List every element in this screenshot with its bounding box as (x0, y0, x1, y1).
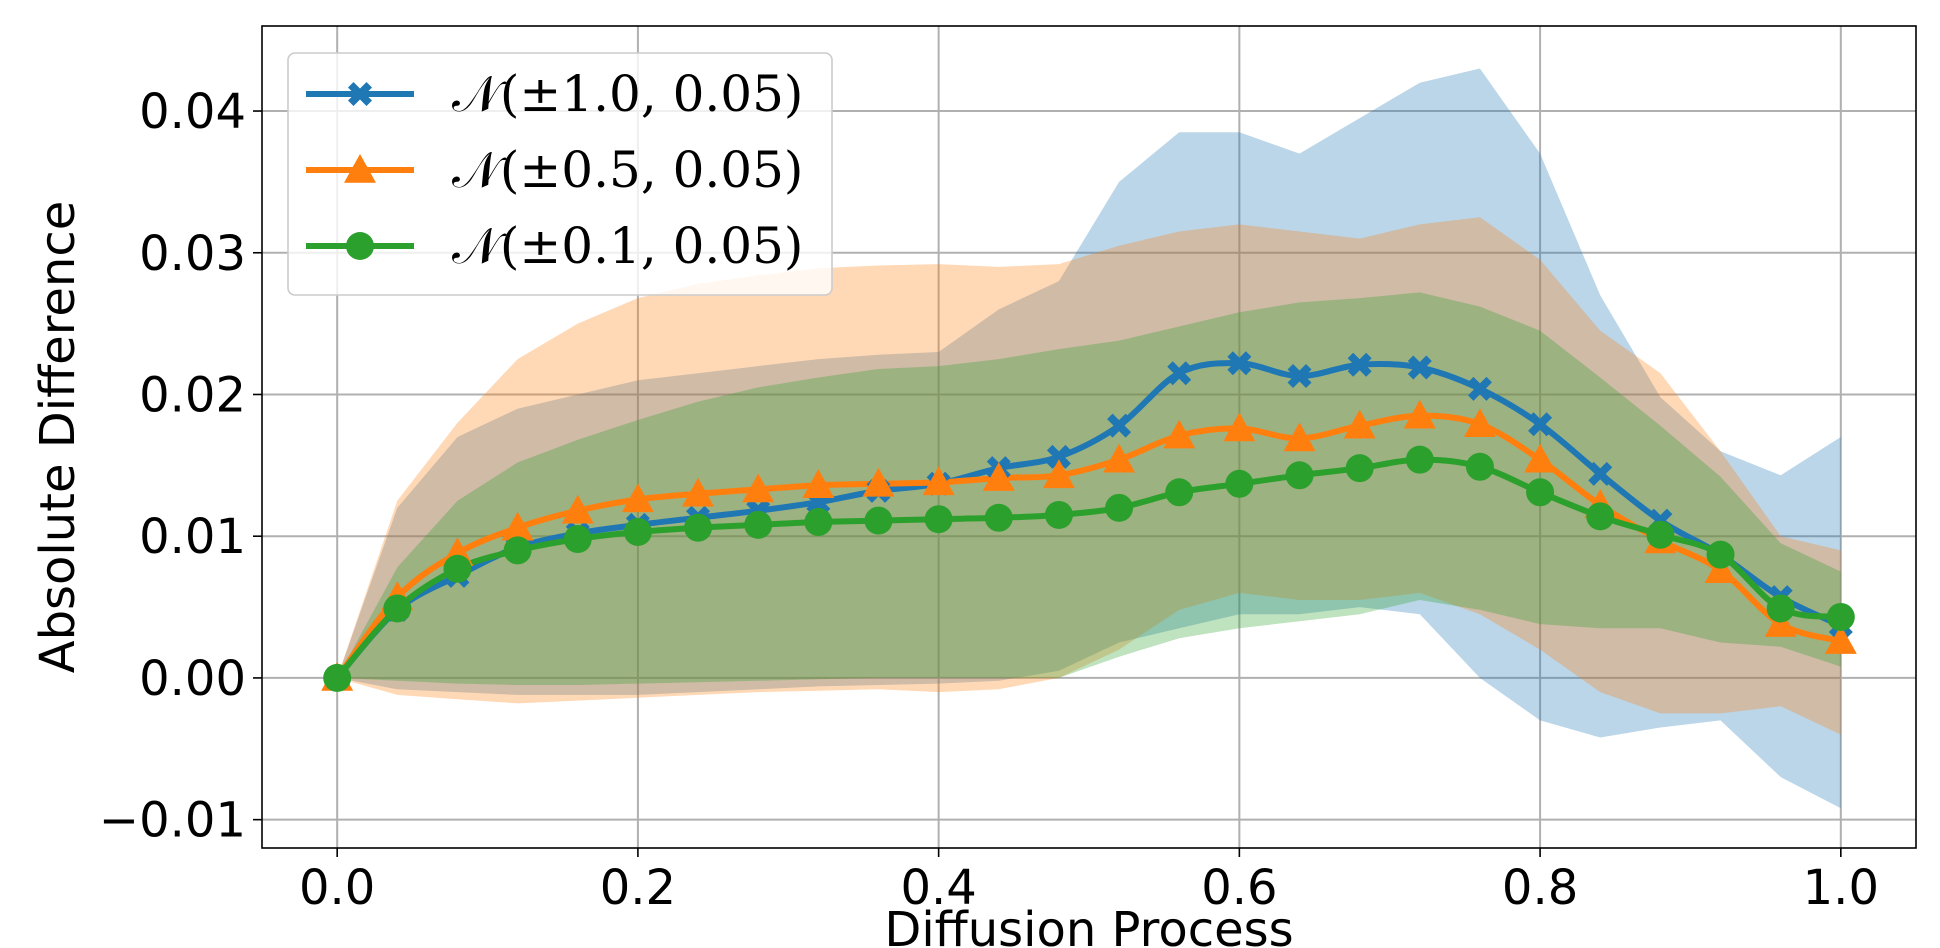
marker-series-2 (383, 594, 412, 623)
legend-marker-1 (344, 154, 376, 183)
legend-box (287, 52, 833, 296)
x-tick-label: 0.2 (600, 860, 676, 916)
x-tick-label: 0.8 (1502, 860, 1578, 916)
x-tick-label: 0.0 (299, 860, 375, 916)
marker-series-1 (1223, 412, 1256, 442)
legend-label-1: 𝒩(±0.5, 0.05) (452, 141, 803, 199)
band-series-2 (337, 292, 1841, 685)
ticks: 0.0 0.2 0.4 0.6 0.8 1.0 −0.01 0.00 0.01 0.02 0.03 0… (99, 84, 1879, 916)
marker-series-2 (503, 536, 532, 565)
marker-series-0 (1407, 355, 1432, 380)
marker-series-2 (1646, 520, 1675, 549)
x-axis-label: Diffusion Process (884, 902, 1293, 948)
legend: 𝒩(±1.0, 0.05) 𝒩(±0.5, 0.05) 𝒩(±0.1, 0.05) (287, 52, 833, 296)
marker-series-2 (1826, 602, 1855, 631)
y-tick-label: 0.03 (139, 226, 246, 282)
marker-series-2 (1044, 500, 1073, 529)
marker-series-2 (443, 554, 472, 583)
marker-series-2 (924, 505, 953, 534)
y-tick-label: −0.01 (99, 793, 246, 849)
marker-series-2 (684, 513, 713, 542)
marker-series-2 (984, 503, 1013, 532)
confidence-bands (337, 68, 1841, 809)
series-markers (321, 351, 1857, 692)
marker-series-2 (1706, 540, 1735, 569)
band-series-0 (337, 68, 1841, 809)
marker-series-1 (862, 467, 895, 497)
plot-frame (261, 25, 1917, 849)
band-series-1 (337, 217, 1841, 735)
marker-series-2 (623, 517, 652, 546)
marker-series-1 (1343, 409, 1376, 439)
y-tick-label: 0.04 (139, 84, 246, 140)
marker-series-1 (1042, 459, 1075, 489)
marker-series-1 (561, 494, 594, 524)
y-axis-label: Absolute Difference (30, 201, 86, 674)
marker-series-1 (682, 477, 715, 507)
marker-series-0 (1227, 351, 1252, 376)
marker-series-1 (1403, 399, 1436, 429)
marker-series-1 (1824, 625, 1857, 654)
marker-series-2 (1105, 493, 1134, 522)
legend-marker-2 (346, 232, 374, 260)
x-tick-label: 0.4 (900, 860, 976, 916)
marker-series-0 (1528, 412, 1553, 437)
marker-series-0 (1107, 413, 1132, 438)
marker-series-0 (1467, 376, 1492, 401)
marker-series-0 (1167, 361, 1192, 386)
marker-series-2 (744, 510, 773, 539)
marker-series-0 (1046, 444, 1071, 469)
marker-series-2 (1165, 478, 1194, 507)
marker-series-0 (1287, 364, 1312, 389)
marker-series-1 (1463, 408, 1496, 438)
marker-series-1 (802, 469, 835, 498)
marker-series-1 (922, 466, 955, 496)
marker-series-2 (1526, 478, 1555, 507)
y-tick-label: 0.01 (139, 509, 246, 565)
marker-series-1 (982, 462, 1015, 491)
marker-series-2 (1766, 594, 1795, 623)
marker-series-2 (1285, 461, 1314, 490)
marker-series-2 (1465, 452, 1494, 481)
marker-series-2 (804, 508, 833, 537)
marker-series-1 (501, 511, 534, 541)
marker-series-2 (323, 663, 352, 692)
x-tick-label: 1.0 (1803, 860, 1879, 916)
y-tick-label: 0.02 (139, 367, 246, 423)
marker-series-2 (1586, 502, 1615, 531)
marker-series-1 (621, 483, 654, 513)
marker-series-1 (1163, 419, 1196, 449)
marker-series-1 (742, 473, 775, 503)
marker-series-0 (1588, 461, 1613, 486)
y-tick-label: 0.00 (139, 651, 246, 707)
marker-series-2 (1345, 454, 1374, 483)
grid (262, 26, 1916, 848)
legend-label-2: 𝒩(±0.1, 0.05) (452, 217, 803, 275)
marker-series-2 (1225, 469, 1254, 498)
marker-series-1 (1524, 443, 1557, 473)
legend-label-0: 𝒩(±1.0, 0.05) (452, 65, 803, 123)
x-tick-label: 0.6 (1201, 860, 1277, 916)
legend-marker-0 (348, 82, 372, 106)
marker-series-2 (1405, 445, 1434, 474)
marker-series-2 (864, 506, 893, 535)
marker-series-2 (563, 525, 592, 554)
marker-series-1 (1103, 443, 1136, 473)
marker-series-0 (1347, 352, 1372, 377)
marker-series-1 (1283, 422, 1316, 452)
